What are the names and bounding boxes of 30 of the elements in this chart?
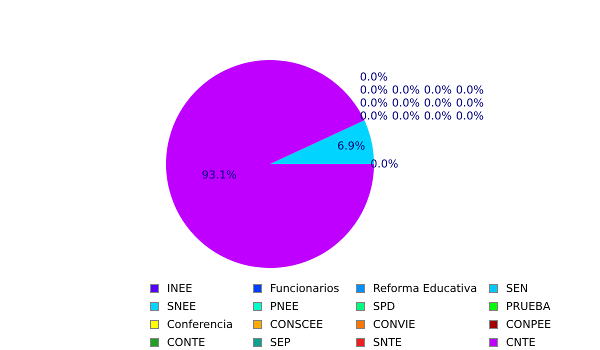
text: 0.0% <box>392 96 420 110</box>
text: 0.0% <box>392 109 420 122</box>
legend-label: Reforma Educativa <box>373 282 478 295</box>
legend-label: PRUEBA <box>506 300 550 313</box>
text: 0.0% <box>392 83 420 96</box>
legend-label: INEE <box>167 282 192 295</box>
text: 0.0% <box>360 70 388 84</box>
legend-label: CONPEE <box>506 318 552 331</box>
text: 0.0% <box>456 83 484 96</box>
legend-label: CONTE <box>167 336 206 349</box>
text: 0.0% <box>360 96 388 110</box>
text: 0.0% <box>424 109 452 122</box>
data-label: 6.9% <box>337 140 366 153</box>
legend-label: Conferencia <box>167 318 233 331</box>
legend-label: PNEE <box>270 300 299 313</box>
text: 0.0% <box>424 83 452 96</box>
text: 0.0% <box>424 96 452 110</box>
legend-label: CONSCEE <box>270 318 324 331</box>
data-label: 93.1% <box>202 168 237 182</box>
legend-label: SEN <box>506 282 528 295</box>
legend-label: CNTE <box>506 336 536 349</box>
legend-label: SEP <box>270 336 291 349</box>
legend-label: Funcionarios <box>270 282 340 295</box>
text: 0.0% <box>456 96 484 110</box>
text: 0.0% <box>456 109 484 122</box>
legend-label: SNEE <box>167 300 196 313</box>
legend-label: CONVIE <box>373 318 416 331</box>
text: 0.0% <box>360 83 388 96</box>
legend-label: SNTE <box>373 336 402 349</box>
legend-label: SPD <box>373 300 396 313</box>
